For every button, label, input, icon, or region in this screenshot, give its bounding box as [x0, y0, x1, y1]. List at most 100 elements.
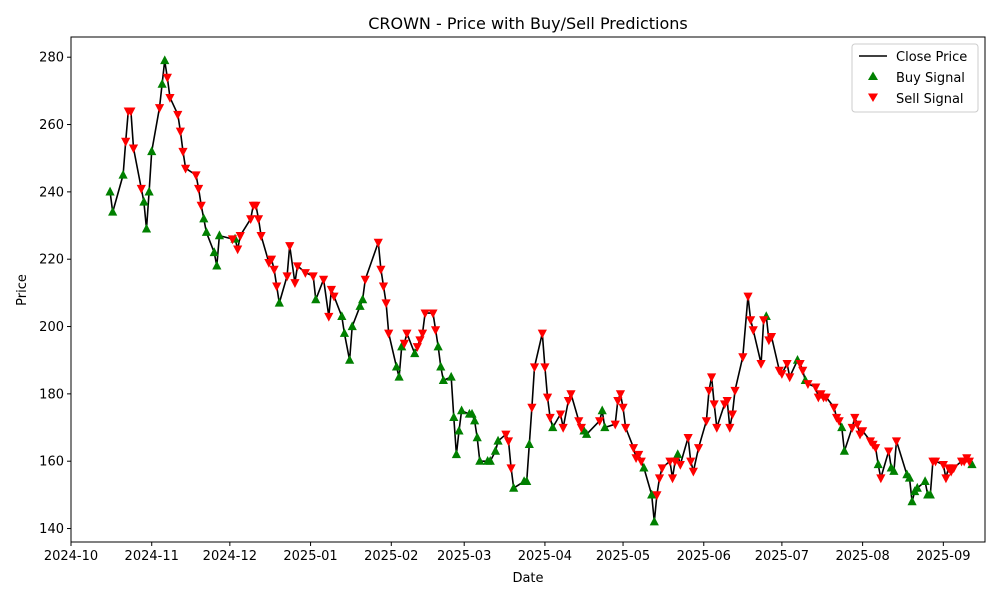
sell-signal-marker — [415, 336, 425, 346]
buy-signal-marker — [873, 459, 883, 469]
sell-signal-marker — [675, 460, 685, 470]
buy-signal-marker — [475, 456, 485, 465]
sell-signal-marker — [318, 275, 329, 285]
buy-signal-marker — [141, 223, 152, 233]
sell-signal-marker — [829, 403, 839, 413]
buy-signal-marker — [456, 405, 467, 415]
y-axis-title: Price — [15, 274, 30, 306]
y-tick-label: 280 — [39, 51, 64, 66]
sell-signal-marker — [269, 265, 279, 275]
x-tick-label: 2025-08 — [835, 549, 889, 564]
sell-signal-marker — [811, 383, 821, 393]
buy-signal-marker — [311, 294, 321, 304]
buy-signal-marker — [274, 297, 284, 307]
sell-signal-marker — [165, 94, 175, 103]
y-tick-label: 260 — [39, 118, 64, 133]
sell-signal-marker — [545, 413, 555, 423]
buy-signal-marker — [436, 361, 446, 371]
sell-signal-marker — [667, 474, 678, 484]
legend-label-close-price: Close Price — [896, 50, 967, 65]
x-tick-label: 2025-03 — [437, 549, 491, 564]
sell-signal-marker — [652, 491, 662, 501]
buy-signal-marker — [449, 412, 459, 422]
buy-signal-marker — [912, 482, 922, 492]
sell-signal-marker — [628, 444, 639, 453]
sell-signal-marker — [884, 447, 894, 457]
sell-signal-marker — [233, 245, 243, 255]
sell-signal-marker — [381, 299, 391, 309]
buy-signal-marker — [410, 348, 420, 358]
sell-signal-marker — [136, 184, 146, 194]
buy-signal-marker — [433, 341, 443, 351]
buy-signal-marker — [397, 341, 407, 351]
x-tick-label: 2025-02 — [364, 549, 418, 564]
sell-signal-marker — [162, 73, 172, 83]
buy-signal-marker — [160, 55, 170, 65]
sell-signal-marker — [693, 444, 704, 453]
sell-signal-marker — [615, 390, 626, 400]
buy-signal-marker — [467, 408, 477, 418]
buy-signal-marker — [147, 146, 157, 156]
sell-signal-marker — [706, 373, 717, 383]
buy-signal-marker — [470, 415, 480, 425]
buy-signal-marker — [889, 466, 899, 475]
sell-signal-marker — [501, 430, 511, 440]
sell-signal-marker — [613, 397, 623, 406]
sell-signal-marker — [128, 144, 139, 154]
sell-signal-marker — [503, 437, 514, 447]
sell-signal-marker — [399, 339, 409, 349]
sell-signal-marker — [540, 363, 550, 373]
sell-signal-marker — [178, 147, 188, 157]
sell-signal-marker — [748, 326, 758, 336]
sell-signal-marker — [173, 110, 183, 120]
buy-signal-marker — [339, 328, 350, 337]
sell-signal-marker — [196, 201, 206, 211]
x-axis-title: Date — [512, 571, 543, 586]
buy-signal-marker — [108, 206, 118, 216]
sell-signal-marker — [891, 437, 902, 447]
sell-signal-marker — [175, 127, 185, 137]
buy-signal-marker — [157, 78, 167, 88]
x-tick-label: 2025-07 — [755, 549, 809, 564]
buy-signal-marker — [355, 301, 365, 310]
buy-signal-marker — [647, 489, 657, 499]
buy-signal-marker — [454, 425, 464, 435]
sell-signal-marker — [566, 390, 576, 400]
sell-signal-marker — [402, 329, 412, 339]
sell-signal-marker — [670, 457, 680, 467]
sell-signal-marker — [420, 309, 430, 319]
sell-signal-marker — [417, 329, 428, 339]
sell-signal-marker — [282, 272, 292, 282]
sell-signal-marker — [574, 417, 584, 426]
sell-signal-marker — [360, 275, 370, 285]
sell-signal-marker — [798, 366, 808, 376]
sell-signal-marker — [803, 380, 813, 389]
buy-signal-marker — [451, 449, 461, 459]
sell-signal-marker — [527, 403, 537, 413]
sell-signal-marker — [191, 171, 201, 181]
buy-signal-marker — [144, 186, 154, 196]
sell-signal-marker — [621, 423, 631, 433]
sell-signal-marker — [555, 410, 566, 420]
buy-signal-marker — [394, 371, 404, 381]
buy-signal-marker — [391, 361, 402, 371]
y-tick-label: 240 — [39, 185, 64, 200]
buy-signal-marker — [839, 445, 849, 455]
y-axis: 140 160 180 200 220 240 260 280 — [39, 51, 71, 537]
sell-signal-marker — [292, 262, 303, 272]
sell-signal-marker — [759, 316, 769, 325]
sell-signal-marker — [636, 457, 646, 467]
sell-signal-marker — [730, 386, 740, 396]
sell-signal-marker — [329, 292, 339, 302]
axes-frame — [70, 36, 986, 543]
buy-signal-marker — [490, 445, 501, 455]
buy-signal-marker — [673, 449, 683, 459]
sell-signal-marker — [686, 457, 696, 467]
legend-label-sell-signal: Sell Signal — [896, 92, 964, 107]
buy-signal-marker — [493, 435, 503, 445]
buy-signal-marker — [446, 371, 456, 381]
sell-signal-marker — [256, 232, 266, 241]
buy-signal-marker — [347, 321, 357, 331]
